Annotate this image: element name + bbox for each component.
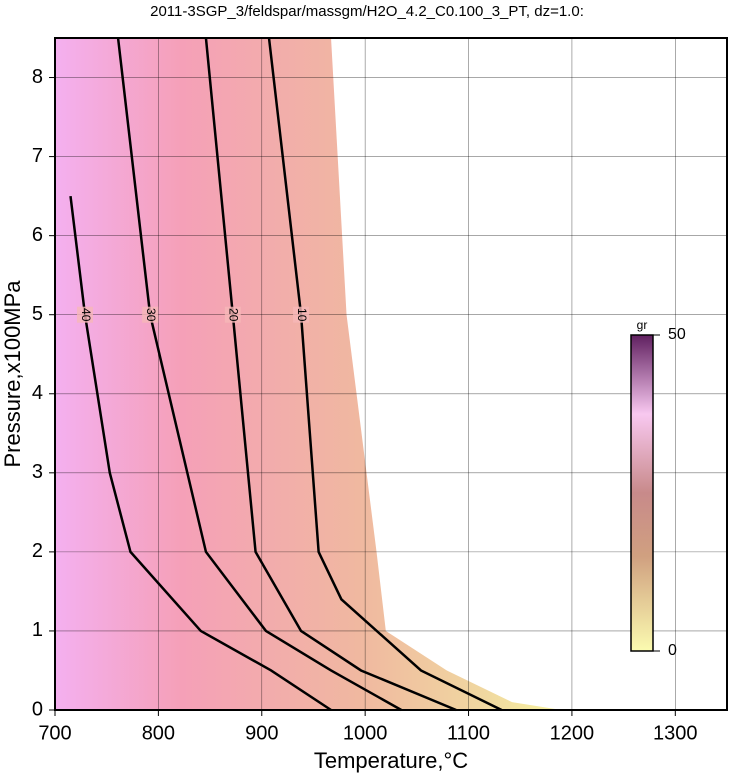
- y-tick-label: 1: [32, 619, 43, 641]
- contour-label: 40: [79, 308, 93, 322]
- x-axis-label: Temperature,°C: [314, 748, 468, 773]
- y-tick-label: 4: [32, 382, 43, 404]
- colorbar-tick-label: 50: [668, 326, 686, 343]
- data-field: [55, 38, 562, 710]
- x-tick-label: 1300: [653, 722, 698, 744]
- colorbar-title: gr: [637, 318, 648, 332]
- x-tick-label: 1200: [550, 722, 595, 744]
- contour-line: [204, 37, 457, 712]
- colorbar: [630, 334, 654, 652]
- chart-title: 2011-3SGP_3/feldspar/massgm/H2O_4.2_C0.1…: [150, 3, 584, 20]
- contour-line: [267, 37, 503, 712]
- frame: [54, 37, 728, 711]
- contour-label-bg: [224, 306, 241, 323]
- plot-area: 10 20 30 40: [54, 37, 727, 712]
- colorbar-tick-label: 0: [668, 642, 677, 659]
- contour-label-bg: [142, 306, 159, 323]
- contour-line: [116, 37, 402, 712]
- y-tick-label: 2: [32, 540, 43, 562]
- y-tick-label: 0: [32, 698, 43, 720]
- contour-label: 30: [144, 308, 158, 322]
- x-tick-label: 800: [142, 722, 175, 744]
- y-tick-label: 6: [32, 224, 43, 246]
- contour-label-bg: [76, 306, 93, 323]
- x-tick-label: 900: [245, 722, 278, 744]
- y-axis-label: Pressure,x100MPa: [0, 280, 25, 468]
- x-tick-label: 1100: [447, 722, 490, 744]
- y-tick-label: 3: [32, 461, 43, 483]
- contour-label: 20: [227, 308, 241, 322]
- y-tick-label: 8: [32, 66, 43, 88]
- y-tick-label: 7: [32, 145, 43, 167]
- y-tick-label: 5: [32, 303, 43, 325]
- x-tick-label: 700: [38, 722, 71, 744]
- contour-label: 10: [295, 308, 309, 322]
- contour-label-bg: [293, 306, 310, 323]
- x-tick-label: 1000: [343, 722, 388, 744]
